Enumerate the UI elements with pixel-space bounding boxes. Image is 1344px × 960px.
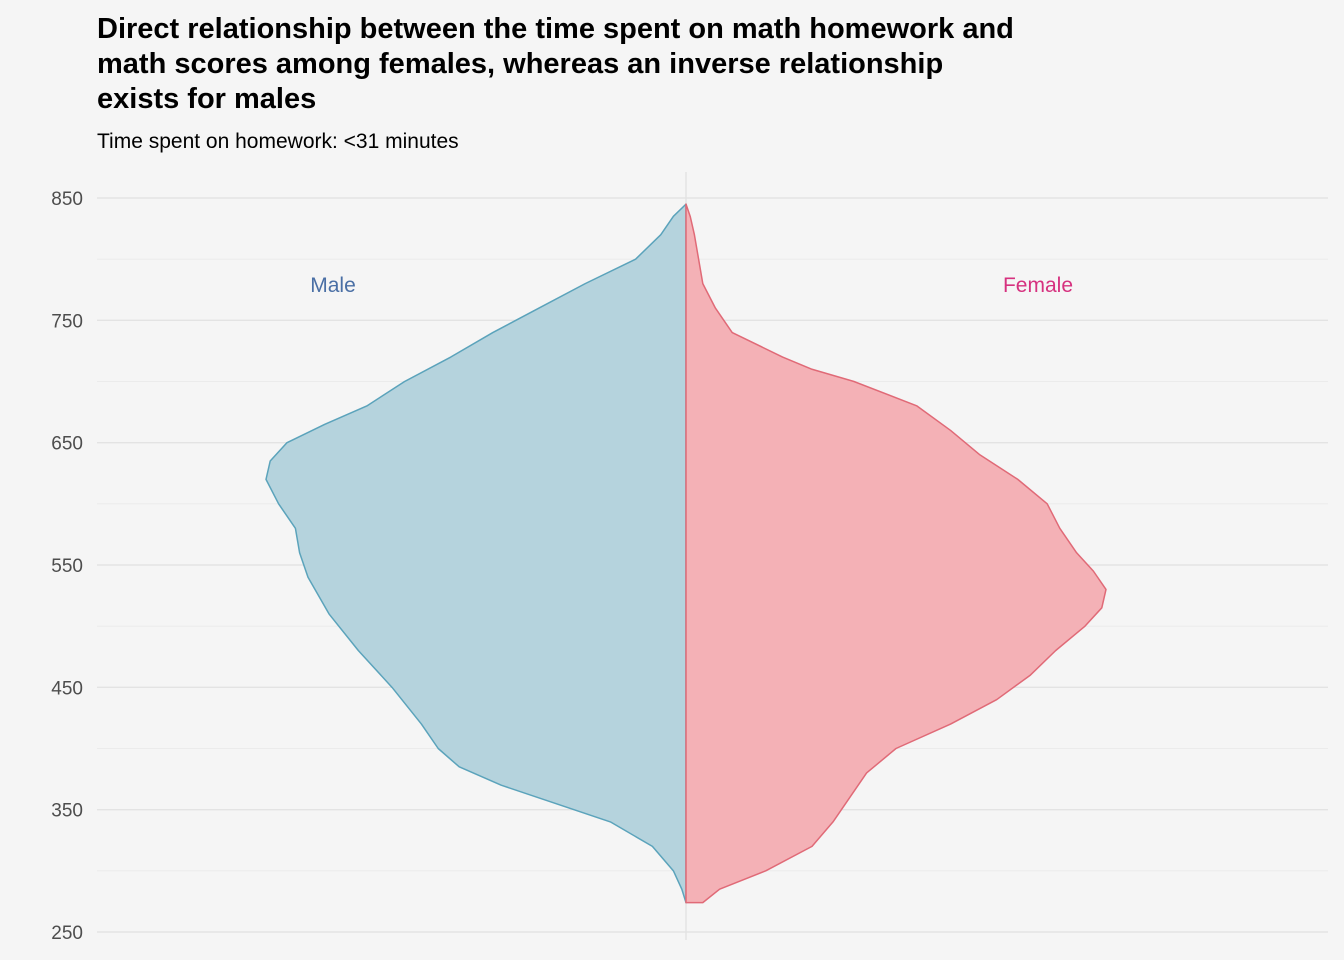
violin-female: [685, 203, 1107, 904]
y-tick-label: 550: [51, 556, 83, 577]
y-tick-label: 850: [51, 189, 83, 210]
chart-title: Direct relationship between the time spe…: [97, 13, 1014, 115]
y-tick-label: 450: [51, 678, 83, 699]
violin-male: [265, 203, 687, 904]
y-tick-label: 350: [51, 801, 83, 822]
series-label-male: Male: [310, 274, 356, 297]
y-tick-label: 650: [51, 434, 83, 455]
violin-halves: [265, 203, 1107, 904]
y-tick-label: 250: [51, 923, 83, 944]
chart-subtitle: Time spent on homework: <31 minutes: [97, 130, 459, 153]
y-axis-ticks: 250 350 450 550 650 750 850: [51, 189, 83, 944]
group-labels: Male Female: [310, 274, 1073, 297]
y-tick-label: 750: [51, 311, 83, 332]
series-label-female: Female: [1003, 274, 1073, 297]
